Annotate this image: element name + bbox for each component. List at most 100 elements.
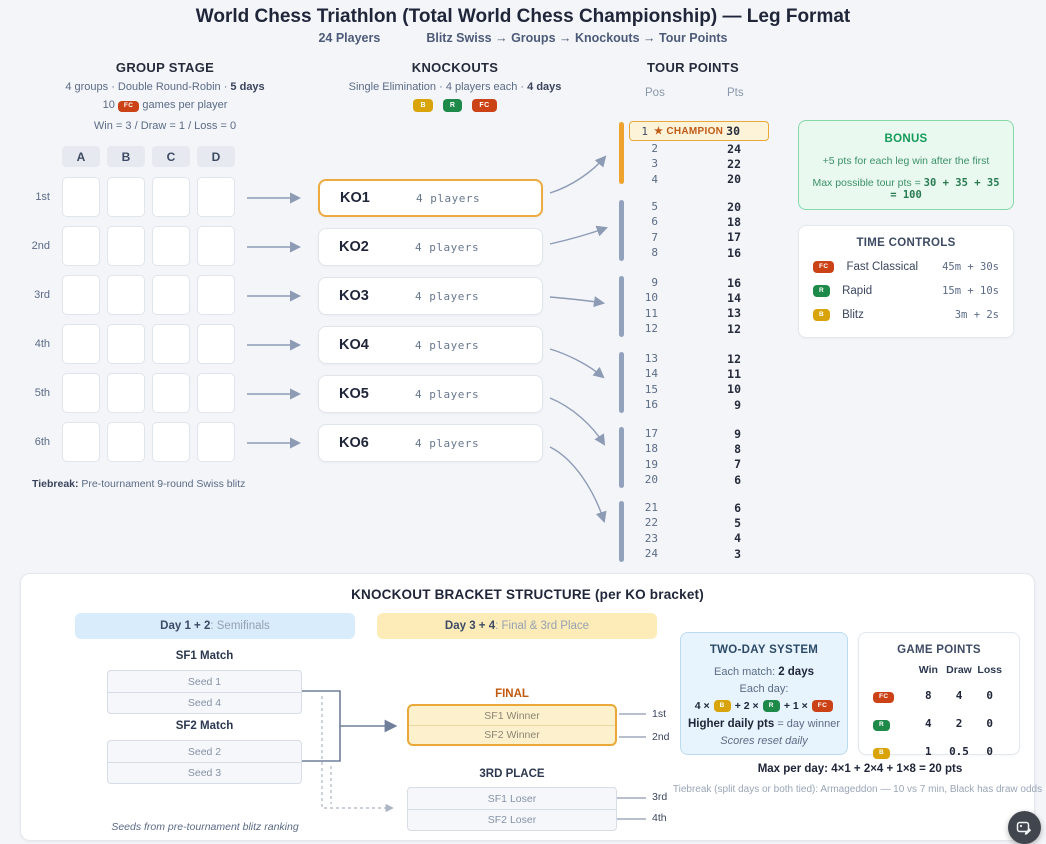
- day34-desc: : Final & 3rd Place: [495, 620, 590, 632]
- tour-points-row: 24 3: [619, 546, 779, 561]
- points-value: 6: [734, 500, 741, 515]
- tour-points-row: 9 16: [619, 275, 779, 290]
- blitz-badge: B: [813, 309, 831, 321]
- blitz-badge: B: [873, 747, 891, 759]
- format-flow: Blitz Swiss → Groups → Knockouts → Tour …: [426, 31, 728, 45]
- tiebreak-label: Tiebreak:: [32, 478, 79, 490]
- tour-points-row: 20 6: [619, 472, 779, 487]
- points-value: 14: [727, 290, 741, 305]
- group-cell: [62, 226, 100, 266]
- position-value: 3: [651, 157, 658, 171]
- each-match-line: Each match: 2 days: [687, 666, 841, 678]
- group-row: 2nd: [20, 226, 242, 266]
- tour-points-row: 5 20: [619, 199, 779, 214]
- champion-pts: 30: [726, 124, 740, 138]
- fast-classical-badge: FC: [813, 261, 835, 273]
- points-value: 16: [727, 245, 741, 260]
- points-value: 5: [734, 515, 741, 530]
- group-row: 5th: [20, 373, 242, 413]
- position-value: 18: [644, 442, 658, 456]
- tour-group-bar: [619, 200, 624, 261]
- group-row: 3rd: [20, 275, 242, 315]
- group-row: 6th: [20, 422, 242, 462]
- final-box: SF1 Winner SF2 Winner: [407, 704, 617, 746]
- group-column-c: C: [152, 146, 190, 167]
- tour-points-row: 15 10: [619, 382, 779, 397]
- tour-points-row: 17 9: [619, 426, 779, 441]
- ko-detail: 4 players: [415, 338, 480, 352]
- bonus-line2-math: 30 + 35 + 35 = 100: [890, 177, 1000, 201]
- champion-label: ★ CHAMPION: [654, 125, 724, 137]
- group-cell: [62, 422, 100, 462]
- tour-points-row: 6 18: [619, 214, 779, 229]
- sf2-match-label: SF2 Match: [175, 720, 234, 732]
- rapid-badge: R: [762, 700, 780, 712]
- position-value: 23: [644, 531, 658, 545]
- place-3rd: 3rd: [652, 791, 668, 803]
- knockouts-days: 4 days: [527, 81, 562, 93]
- blitz-badge: B: [713, 700, 731, 712]
- ko-detail: 4 players: [415, 387, 480, 401]
- sf1-loser: SF1 Loser: [487, 792, 537, 805]
- points-value: 12: [727, 321, 741, 336]
- ko-box-ko2: KO2 4 players: [318, 228, 543, 266]
- b-loss: 0: [986, 744, 993, 758]
- group-cell: [197, 275, 235, 315]
- tour-points-row: 21 6: [619, 500, 779, 515]
- group-cell: [197, 226, 235, 266]
- sf2-winner: SF2 Winner: [409, 725, 615, 744]
- loss-header: Loss: [977, 664, 1002, 676]
- group-stage-subtitle: 4 groups · Double Round-Robin · 5 days: [20, 81, 310, 93]
- tour-group-bar: [619, 276, 624, 337]
- win-header: Win: [918, 664, 938, 676]
- position-value: 2: [651, 142, 658, 156]
- group-cell: [62, 373, 100, 413]
- group-row-label: 1st: [35, 191, 50, 203]
- sf2-match-box: Seed 2 Seed 3: [107, 740, 302, 784]
- game-points-title: GAME POINTS: [897, 644, 981, 656]
- tour-points-title: TOUR POINTS: [647, 60, 739, 75]
- b-win: 1: [925, 744, 932, 758]
- seed-2: Seed 2: [187, 745, 222, 758]
- time-control-name: Fast Classical: [846, 261, 919, 273]
- group-stage-days: 5 days: [230, 81, 265, 93]
- tour-points-group-2: 5 20 6 18 7 17 8 16: [619, 199, 779, 261]
- fast-classical-badge: FC: [873, 691, 895, 703]
- tour-points-row: 7 17: [619, 230, 779, 245]
- screenshot-edit-button[interactable]: [1008, 811, 1041, 844]
- pos-column-header: Pos: [645, 87, 665, 99]
- group-cell: [62, 177, 100, 217]
- tour-points-group-6: 21 6 22 5 23 4 24 3: [619, 500, 779, 562]
- group-cell: [152, 373, 190, 413]
- tour-points-row: 14 11: [619, 366, 779, 381]
- points-value: 9: [734, 426, 741, 441]
- group-to-ko-arrows: [247, 192, 302, 449]
- points-value: 20: [727, 172, 741, 187]
- group-column-a: A: [62, 146, 100, 167]
- max-per-day: Max per day: 4×1 + 2×4 + 1×8 = 20 pts: [757, 763, 963, 775]
- group-stage-title: GROUP STAGE: [115, 60, 215, 75]
- pts-column-header: Pts: [727, 87, 744, 99]
- place-1st: 1st: [652, 708, 667, 720]
- tour-points-row: 12 12: [619, 321, 779, 336]
- two-day-title: TWO-DAY SYSTEM: [709, 644, 819, 656]
- bonus-line2: Max possible tour pts = 30 + 35 + 35 = 1…: [807, 177, 1005, 201]
- ko-detail: 4 players: [415, 240, 480, 254]
- game-points-card: GAME POINTS Win Draw Loss FC 8 4 0 R 4 2…: [858, 632, 1020, 759]
- group-stage-games-line: 10 FC games per player: [20, 99, 310, 112]
- tour-points-row: 3 22: [619, 156, 779, 171]
- time-control-row: B Blitz 3m + 2s: [813, 309, 999, 321]
- ko-box-ko5: KO5 4 players: [318, 375, 543, 413]
- seed-3: Seed 3: [108, 762, 301, 783]
- position-value: 12: [644, 322, 658, 336]
- points-value: 6: [734, 472, 741, 487]
- bonus-line1: +5 pts for each leg win after the first: [822, 155, 990, 167]
- points-value: 10: [727, 382, 741, 397]
- players-count: 24 Players: [318, 31, 381, 45]
- group-cell: [62, 275, 100, 315]
- tour-points-group-3: 9 16 10 14 11 13 12 12: [619, 275, 779, 337]
- r-loss: 0: [986, 716, 993, 730]
- knockouts-title: KNOCKOUTS: [411, 60, 499, 75]
- rapid-badge: R: [813, 285, 831, 297]
